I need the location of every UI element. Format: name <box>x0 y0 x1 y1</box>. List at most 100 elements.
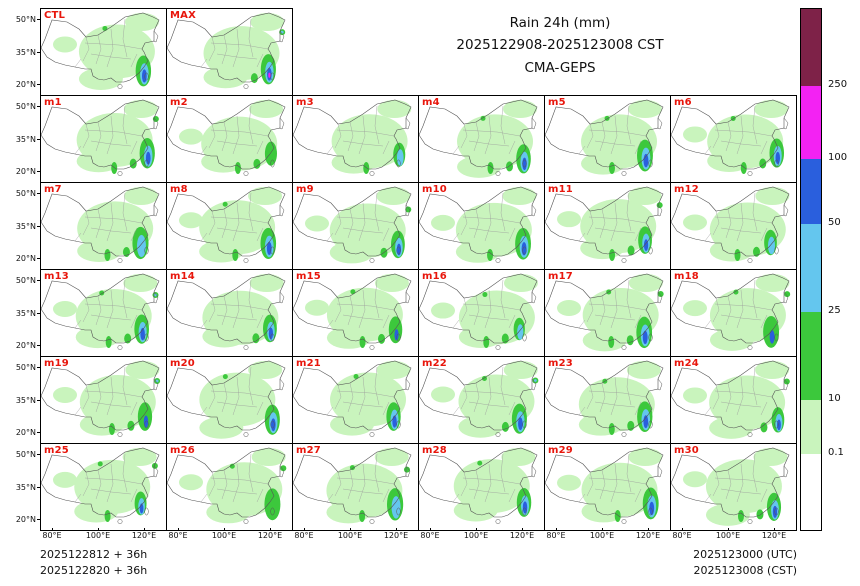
lon-tick-mark <box>144 528 145 531</box>
map-panel-m2: m2 <box>166 95 293 183</box>
lon-tick-mark <box>522 528 523 531</box>
lat-tick-label: 20°N <box>15 515 36 524</box>
lat-tick-label: 50°N <box>15 276 36 285</box>
lat-tick-label: 50°N <box>15 189 36 198</box>
lat-tick-label: 35°N <box>15 482 36 492</box>
panel-label: m19 <box>44 358 69 369</box>
precip-map <box>41 12 160 90</box>
lon-tick-label: 80°E <box>546 531 566 540</box>
precip-map <box>545 186 664 263</box>
lon-tick-mark <box>350 528 351 531</box>
lat-tick-mark <box>37 280 40 281</box>
precip-map <box>167 447 287 524</box>
colorbar-segment <box>801 9 821 86</box>
lon-tick-label: 100°E <box>211 531 237 540</box>
lat-tick-mark <box>37 225 40 227</box>
panel-label: m16 <box>422 271 447 282</box>
lon-tick-mark <box>648 528 649 531</box>
lat-tick-label: 20°N <box>15 254 36 263</box>
lat-tick-mark <box>37 345 40 346</box>
lon-tick-label: 80°E <box>168 531 188 540</box>
valid-utc: 2025123000 (UTC) <box>693 548 797 561</box>
map-panel-m10: m10 <box>418 182 545 270</box>
map-panel-m5: m5 <box>544 95 671 183</box>
precip-map <box>419 447 538 524</box>
lon-tick-label: 100°E <box>463 531 489 540</box>
lat-tick-label: 20°N <box>15 341 36 350</box>
panel-label: m6 <box>674 97 692 108</box>
precip-map <box>293 360 412 437</box>
precip-map <box>293 186 412 264</box>
precip-map <box>545 99 664 176</box>
panel-label: m11 <box>548 184 573 195</box>
precip-map <box>671 447 790 526</box>
panel-label: m28 <box>422 445 447 456</box>
map-panel-m25: m25 <box>40 443 167 531</box>
valid-time-caption: 2025123000 (UTC) 2025123008 (CST) <box>693 547 797 579</box>
panel-label: m15 <box>296 271 321 282</box>
colorbar-tick-label: 100 <box>828 152 848 163</box>
init-time-caption: 2025122812 + 36h 2025122820 + 36h <box>40 547 147 579</box>
colorbar-segment <box>801 312 821 400</box>
precip-colorbar <box>800 8 822 531</box>
precip-map <box>41 186 160 263</box>
map-panel-m30: m30 <box>670 443 797 531</box>
precip-map <box>167 273 286 350</box>
panel-label: m10 <box>422 184 447 195</box>
map-panel-m29: m29 <box>544 443 671 531</box>
lat-tick-label: 35°N <box>15 308 36 318</box>
map-panel-m13: m13 <box>40 269 167 357</box>
lon-tick-mark <box>774 528 775 531</box>
panel-label: m26 <box>170 445 195 456</box>
lat-tick-label: 20°N <box>15 428 36 437</box>
panel-label: CTL <box>44 10 66 21</box>
map-panel-m1: m1 <box>40 95 167 183</box>
map-panel-m22: m22 <box>418 356 545 444</box>
precip-map <box>545 360 664 437</box>
panel-label: m18 <box>674 271 699 282</box>
lat-tick-label: 50°N <box>15 15 36 24</box>
map-panel-m18: m18 <box>670 269 797 357</box>
lat-tick-mark <box>37 84 40 85</box>
panel-label: MAX <box>170 10 197 21</box>
lat-tick-label: 50°N <box>15 363 36 372</box>
panel-label: m5 <box>548 97 566 108</box>
init-run-2: 2025122820 + 36h <box>40 563 148 577</box>
lon-tick-mark <box>602 528 603 531</box>
precip-map <box>167 12 286 89</box>
panel-label: m24 <box>674 358 699 369</box>
title-line-model: CMA-GEPS <box>524 59 596 76</box>
lon-tick-label: 80°E <box>42 531 62 540</box>
precip-map <box>671 360 790 439</box>
map-panel-m23: m23 <box>544 356 671 444</box>
precip-map <box>419 273 538 350</box>
map-panel-m11: m11 <box>544 182 671 270</box>
colorbar-segment <box>801 400 821 454</box>
title-line-variable: Rain 24h (mm) <box>509 15 611 31</box>
map-panel-m17: m17 <box>544 269 671 357</box>
map-panel-m24: m24 <box>670 356 797 444</box>
lat-tick-label: 20°N <box>15 167 36 176</box>
map-panel-m4: m4 <box>418 95 545 183</box>
map-panel-m12: m12 <box>670 182 797 270</box>
lon-tick-mark <box>224 528 225 531</box>
lon-tick-mark <box>270 528 271 531</box>
lat-tick-mark <box>37 51 40 53</box>
lon-tick-label: 80°E <box>672 531 692 540</box>
colorbar-tick-label: 50 <box>828 217 841 228</box>
lon-tick-label: 100°E <box>589 531 615 540</box>
map-panel-m21: m21 <box>292 356 419 444</box>
precip-map <box>545 447 664 524</box>
panel-label: m22 <box>422 358 447 369</box>
lat-tick-label: 20°N <box>15 80 36 89</box>
lon-tick-mark <box>728 528 729 531</box>
precip-map <box>545 273 664 352</box>
lat-tick-mark <box>37 519 40 520</box>
lon-tick-label: 120°E <box>635 531 661 540</box>
lat-tick-mark <box>37 399 40 401</box>
lon-tick-label: 100°E <box>715 531 741 540</box>
lon-tick-label: 80°E <box>420 531 440 540</box>
lon-tick-mark <box>52 528 53 531</box>
colorbar-tick-label: 10 <box>828 393 841 404</box>
